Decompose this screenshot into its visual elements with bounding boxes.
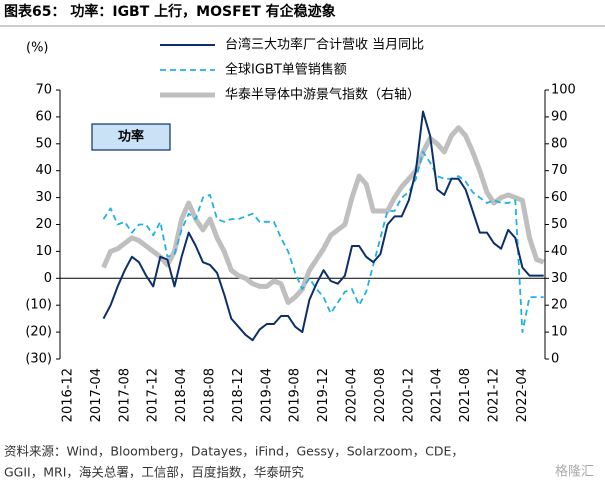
y2-tick-label: 60	[551, 190, 568, 205]
x-tick-label: 2017-12	[146, 368, 161, 422]
x-tick-label: 2019-12	[316, 368, 331, 422]
y2-tick-label: 40	[551, 244, 568, 259]
y2-tick-label: 0	[551, 352, 559, 367]
y2-tick-label: 30	[551, 271, 568, 286]
x-tick-label: 2021-08	[458, 368, 473, 422]
x-tick-label: 2018-12	[231, 368, 246, 422]
x-tick-label: 2018-08	[203, 368, 218, 422]
legend-label: 台湾三大功率厂合计营收 当月同比	[225, 37, 424, 53]
series-line	[102, 151, 544, 333]
x-tick-label: 2019-04	[259, 368, 274, 422]
y-tick-label: (20)	[25, 325, 52, 340]
x-tick-label: 2017-04	[89, 368, 104, 422]
source: 资料来源：Wind，Bloomberg，Datayes，iFind，Gessy，…	[4, 444, 464, 459]
y2-tick-label: 10	[551, 325, 568, 340]
x-tick-label: 2016-12	[61, 368, 76, 422]
source: GGII，MRI，海关总署，工信部，百度指数，华泰研究	[4, 465, 304, 480]
x-tick-label: 2021-04	[430, 368, 445, 422]
watermark: 格隆汇	[555, 464, 594, 480]
series-line	[101, 125, 545, 305]
y-tick-label: 50	[35, 136, 52, 151]
x-tick-label: 2018-04	[174, 368, 189, 422]
x-tick-label: 2020-04	[345, 368, 360, 422]
y-tick-label: 70	[35, 83, 52, 98]
x-tick-label: 2022-04	[515, 368, 530, 422]
x-tick-label: 2019-08	[288, 368, 303, 422]
y-tick-label: 30	[35, 190, 52, 205]
annotation: 功率	[118, 129, 144, 145]
y2-tick-label: 100	[551, 83, 576, 98]
annotation-box	[91, 123, 171, 151]
legend-label: 华泰半导体中游景气指数（右轴）	[225, 87, 420, 103]
x-tick-label: 2017-08	[117, 368, 132, 422]
y-axis-label: (%)	[26, 41, 49, 56]
y-tick-label: 40	[35, 163, 52, 178]
chart-title: 图表65： 功率：IGBT 上行，MOSFET 有企稳迹象	[4, 3, 336, 20]
y2-tick-label: 20	[551, 298, 568, 313]
y-tick-label: (10)	[25, 298, 52, 313]
y-tick-label: (30)	[25, 352, 52, 367]
y-tick-label: 0	[44, 271, 52, 286]
y2-tick-label: 80	[551, 136, 568, 151]
x-tick-label: 2021-12	[487, 368, 502, 422]
y2-tick-label: 90	[551, 109, 568, 124]
y-tick-label: 20	[35, 217, 52, 232]
y2-tick-label: 70	[551, 163, 568, 178]
y2-tick-label: 50	[551, 217, 568, 232]
y-tick-label: 60	[35, 109, 52, 124]
series-line	[102, 110, 544, 342]
y-tick-label: 10	[35, 244, 52, 259]
x-tick-label: 2020-12	[401, 368, 416, 422]
legend-label: 全球IGBT单管销售额	[225, 62, 347, 78]
x-tick-label: 2020-08	[373, 368, 388, 422]
